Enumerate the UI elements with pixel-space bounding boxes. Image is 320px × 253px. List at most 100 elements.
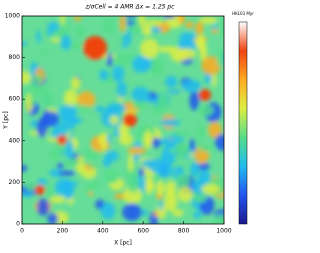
texture-blob [114,53,131,68]
texture-blob [197,104,214,117]
texture-blob [138,16,146,28]
texture-blob [77,91,96,109]
texture-blob [155,180,165,196]
texture-blob [141,158,157,169]
texture-blob [22,164,28,172]
texture-blob [211,71,217,88]
texture-blob [150,59,159,75]
texture-blob [150,27,162,33]
x-axis-label: X [pc] [114,240,132,247]
texture-blob [22,192,33,198]
texture-blob [106,102,126,114]
texture-blob [201,56,221,76]
texture-blob [82,148,101,161]
texture-blob [47,212,59,224]
texture-blob [105,150,119,162]
texture-blob [83,36,107,60]
x-tick-label: 800 [178,228,190,235]
texture-blob [196,125,206,140]
texture-blob [119,16,126,33]
texture-blob [131,55,151,73]
texture-blob [168,148,177,154]
texture-blob [211,28,219,34]
chart-title: z/σCell = 4 AMR Δx = 1.25 pc [85,4,176,11]
texture-blob [75,25,86,37]
texture-blob [54,178,74,197]
texture-blob [144,19,164,26]
texture-blob [49,195,66,204]
texture-blob [87,163,100,168]
texture-blob [33,74,44,84]
x-tick-label: 0 [20,228,24,235]
texture-blob [166,88,182,95]
texture-blob [123,113,137,127]
texture-blob [127,153,134,172]
texture-blob [181,79,202,93]
texture-blob [156,162,174,178]
x-tick-label: 1000 [216,228,231,235]
texture-blob [178,16,185,25]
texture-blob [174,141,190,159]
texture-blob [60,144,67,153]
texture-blob [57,162,64,169]
texture-blob [177,186,193,203]
texture-blob [177,48,196,60]
texture-blob [87,180,100,189]
y-tick-label: 400 [9,137,21,144]
texture-blob [156,109,161,116]
texture-blob [156,203,167,220]
texture-blob [142,24,153,36]
texture-blob [198,169,211,184]
texture-blob [41,91,54,108]
texture-blob [216,49,224,68]
texture-blob [121,34,129,49]
texture-blob [41,111,60,127]
texture-blob [199,16,218,24]
texture-blob [61,34,71,51]
colorbar-label: HKL03 Myr [232,11,254,16]
texture-blob [25,181,36,192]
map-image [22,16,224,224]
texture-blob [197,162,210,171]
texture-blob [158,46,177,53]
texture-blob [189,151,194,158]
texture-blob [160,118,181,127]
texture-blob [118,133,134,146]
texture-blob [151,137,161,149]
texture-blob [165,76,178,88]
texture-blob [122,203,142,222]
texture-blob [220,19,224,29]
texture-blob [37,178,48,186]
texture-blob [88,191,93,197]
texture-blob [60,16,65,25]
texture-blob [199,145,218,152]
y-tick-label: 800 [9,54,21,61]
texture-blob [107,52,113,68]
texture-blob [47,22,60,33]
texture-blob [60,112,77,131]
texture-blob [106,133,111,144]
texture-blob [164,191,178,212]
texture-blob [100,202,116,220]
texture-blob [163,16,176,19]
texture-blob [75,104,91,113]
texture-blob [112,64,125,83]
chart: z/σCell = 4 AMR Δx = 1.25 pc X [pc] Y [p… [3,4,255,247]
texture-blob [103,168,120,184]
texture-blob [70,76,81,90]
texture-blob [41,49,49,55]
texture-blob [30,61,38,72]
y-tick-label: 1000 [5,13,20,20]
texture-blob [99,69,109,81]
texture-blob [37,198,50,216]
texture-blob [217,27,224,37]
texture-blob [73,16,82,21]
texture-blob [63,157,80,167]
texture-blob [109,115,120,125]
texture-blob [145,175,154,195]
texture-blob [138,167,145,177]
texture-blob [57,135,67,145]
texture-blob [123,16,137,22]
texture-blob [126,28,132,46]
texture-blob [189,138,196,151]
